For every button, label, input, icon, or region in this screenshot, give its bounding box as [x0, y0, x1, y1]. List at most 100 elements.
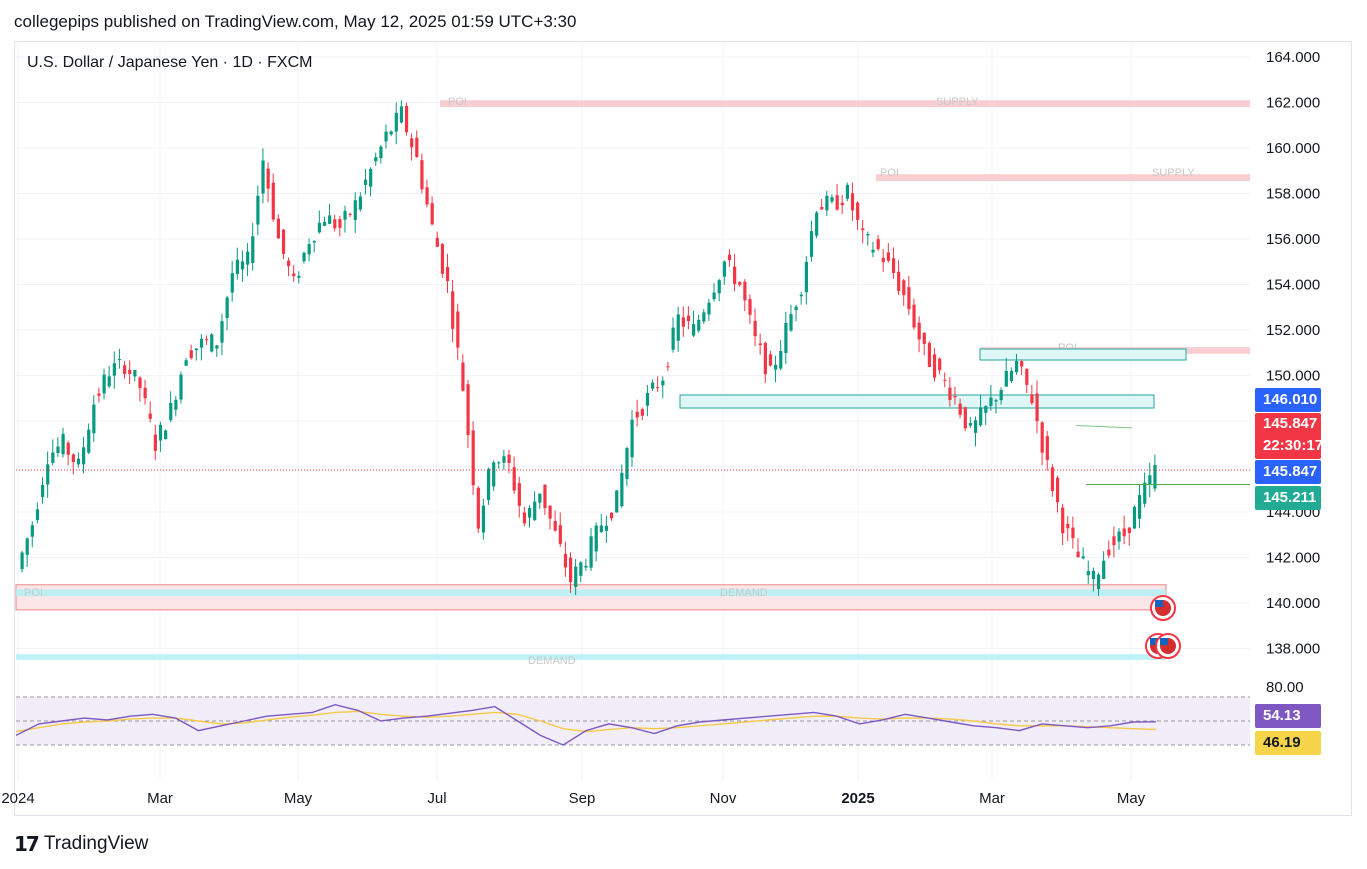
candle-body: [804, 261, 808, 293]
time-axis-tick: 2025: [841, 790, 874, 807]
candle-body: [148, 413, 152, 419]
candle-body: [799, 294, 803, 297]
candle-body: [225, 297, 229, 319]
candle-body: [1091, 570, 1096, 580]
tradingview-mark-icon: 17: [14, 832, 40, 856]
candle-body: [563, 553, 568, 568]
price-label: 146.010: [1255, 388, 1321, 412]
candle-body: [215, 345, 219, 349]
rsi-line: [15, 703, 1157, 746]
candle-body: [41, 484, 45, 498]
candle-body: [353, 200, 357, 220]
candle-body: [1102, 560, 1106, 579]
price-label: 145.211: [1255, 486, 1321, 510]
candle-body: [686, 315, 691, 322]
candle-body: [492, 462, 496, 487]
candle-body: [328, 215, 332, 224]
candle-body: [594, 525, 598, 552]
candle-body: [604, 525, 609, 531]
tradingview-brand: TradingView: [43, 833, 149, 854]
candle-body: [1004, 371, 1008, 387]
candle-body: [112, 363, 116, 376]
candle-body: [358, 196, 363, 210]
candle-body: [830, 197, 834, 202]
candle-body: [271, 182, 275, 220]
time-axis-tick: 2024: [1, 790, 34, 807]
candle-body: [733, 266, 737, 285]
candle-body: [815, 212, 819, 236]
candle-body: [1050, 467, 1055, 491]
zone-label: DEMAND: [720, 587, 768, 599]
candle-body: [774, 364, 778, 370]
candle-body: [743, 281, 747, 301]
candle-body: [281, 229, 286, 254]
candle-body: [184, 360, 188, 366]
bar-countdown: 22:30:17: [1263, 437, 1324, 454]
candle-body: [963, 407, 967, 429]
candle-body: [445, 266, 450, 282]
price-axis-tick: 158.000: [1266, 186, 1320, 203]
us-flag-canton: [1150, 638, 1158, 645]
candle-body: [548, 505, 552, 519]
candle-body: [891, 258, 896, 274]
chart-frame[interactable]: [14, 41, 1352, 816]
candle-body: [866, 234, 870, 236]
tradingview-logo[interactable]: 17 TradingView: [14, 832, 148, 856]
candle-body: [1020, 361, 1024, 367]
candle-body: [671, 327, 675, 350]
time-axis-tick: May: [1117, 790, 1146, 807]
candle-body: [20, 552, 24, 570]
candle-body: [738, 282, 742, 285]
candle-body: [522, 512, 527, 524]
candle-body: [1096, 574, 1101, 590]
candle-body: [568, 557, 573, 583]
candle-body: [107, 376, 111, 387]
candle-body: [635, 411, 639, 418]
teal-zone: [979, 348, 1187, 361]
candle-body: [984, 406, 988, 413]
rsi-value-label: 46.19: [1255, 731, 1321, 755]
price-label: 145.847: [1255, 460, 1321, 484]
candle-body: [312, 241, 316, 243]
candle-body: [543, 484, 547, 509]
candle-body: [512, 467, 516, 491]
candle-body: [779, 351, 783, 369]
candle-body: [651, 382, 655, 389]
candle-body: [1107, 549, 1111, 556]
candle-body: [389, 131, 393, 135]
candle-body: [599, 525, 603, 533]
zone-demand-line-1: [16, 589, 1166, 597]
candle-body: [420, 160, 424, 190]
candle-body: [179, 374, 183, 400]
candle-body: [322, 221, 327, 226]
candle-body: [287, 260, 291, 267]
candle-body: [574, 566, 578, 588]
candle-body: [809, 231, 814, 257]
candle-body: [317, 222, 322, 233]
price-axis-tick: 138.000: [1266, 641, 1320, 658]
candle-body: [1153, 465, 1157, 489]
candle-body: [30, 525, 34, 537]
candle-body: [994, 400, 998, 402]
price-axis-tick: 160.000: [1266, 140, 1320, 157]
candle-body: [461, 362, 465, 391]
candle-body: [912, 304, 916, 328]
candle-body: [369, 169, 373, 187]
price-axis-tick: 154.000: [1266, 277, 1320, 294]
candle-body: [861, 228, 865, 231]
candle-body: [676, 314, 680, 341]
candle-body: [25, 538, 29, 555]
candle-body: [820, 206, 824, 210]
candle-body: [727, 254, 732, 261]
publisher-line: collegepips published on TradingView.com…: [14, 12, 577, 31]
candle-body: [240, 261, 245, 270]
candle-body: [128, 369, 132, 374]
time-axis-tick: Mar: [979, 790, 1005, 807]
zone-supply-top: [440, 100, 1250, 108]
candle-body: [692, 324, 696, 336]
candle-body: [76, 458, 81, 465]
candle-body: [143, 387, 147, 399]
zone-label: SUPPLY: [936, 96, 979, 108]
zone-supply-mid: [876, 174, 1250, 181]
